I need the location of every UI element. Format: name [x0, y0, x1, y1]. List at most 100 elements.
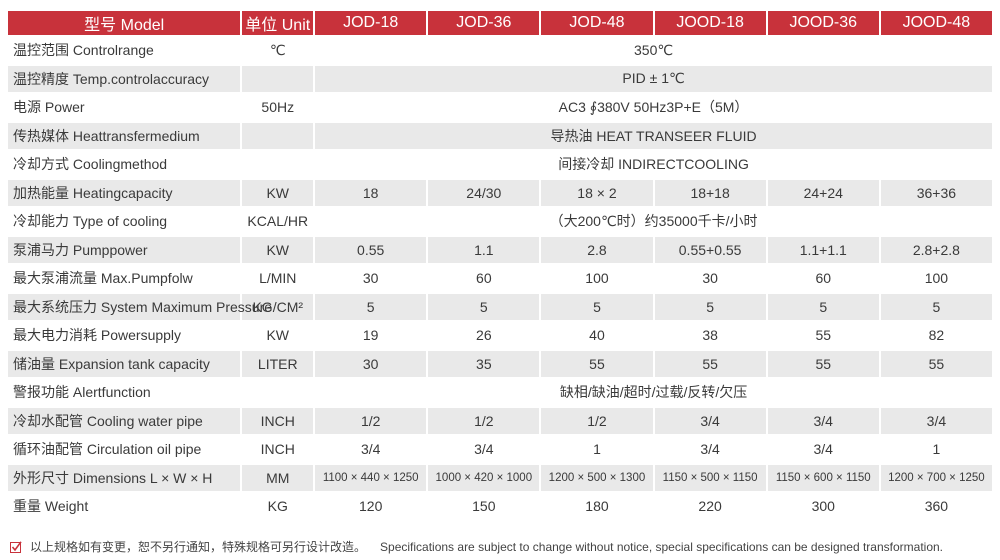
- row-label: 温控范围 Controlrange: [8, 37, 241, 64]
- row-value: 55: [767, 350, 879, 377]
- row-value: 100: [880, 265, 992, 292]
- row-value: 5: [767, 293, 879, 320]
- row-value: 18 × 2: [541, 179, 653, 206]
- row-value: 40: [541, 322, 653, 349]
- row-label: 加热能量 Heatingcapacity: [8, 179, 241, 206]
- row-value: 30: [315, 265, 427, 292]
- row-value: 24+24: [767, 179, 879, 206]
- row-value: 55: [654, 350, 766, 377]
- row-label: 循环油配管 Circulation oil pipe: [8, 436, 241, 463]
- header-row: 型号 Model 单位 Unit JOD-18 JOD-36 JOD-48 JO…: [8, 11, 992, 35]
- table-row: 循环油配管 Circulation oil pipe INCH 3/4 3/4 1 3/4…: [8, 436, 992, 463]
- table-row: 外形尺寸 Dimensions L × W × H MM 1100 × 440 × …: [8, 464, 992, 491]
- row-value: 1.1: [428, 236, 540, 263]
- row-value: 1.1+1.1: [767, 236, 879, 263]
- header-jod-48: JOD-48: [541, 11, 653, 35]
- row-unit: L/MIN: [242, 265, 314, 292]
- row-value: 5: [654, 293, 766, 320]
- header-jood-36: JOOD-36: [767, 11, 879, 35]
- row-value: 360: [880, 493, 992, 520]
- checkbox-check-icon: [10, 541, 22, 553]
- row-value: 1/2: [428, 407, 540, 434]
- row-value: 1150 × 600 × 1150: [767, 464, 879, 491]
- row-value: 1/2: [315, 407, 427, 434]
- table-row: 冷却水配管 Cooling water pipe INCH 1/2 1/2 1/2 3/4…: [8, 407, 992, 434]
- row-value: 3/4: [654, 436, 766, 463]
- table-row: 加热能量 Heatingcapacity KW 18 24/30 18 × 2 18+18…: [8, 179, 992, 206]
- row-merged-value: 间接冷却 INDIRECTCOOLING: [315, 151, 992, 178]
- row-unit: 50Hz: [242, 94, 314, 121]
- table-row: 传热媒体 Heattransfermedium 导热油 HEAT TRANSEER…: [8, 122, 992, 149]
- row-unit: [242, 379, 314, 406]
- row-unit: INCH: [242, 436, 314, 463]
- row-value: 1200 × 700 × 1250: [880, 464, 992, 491]
- header-model: 型号 Model: [8, 11, 241, 35]
- row-value: 2.8: [541, 236, 653, 263]
- header-jood-18: JOOD-18: [654, 11, 766, 35]
- row-value: 30: [315, 350, 427, 377]
- row-value: 1/2: [541, 407, 653, 434]
- row-value: 3/4: [315, 436, 427, 463]
- table-row: 温控范围 Controlrange ℃ 350℃: [8, 37, 992, 64]
- table-row: 最大电力消耗 Powersupply KW 19 26 40 38 55 82: [8, 322, 992, 349]
- row-value: 1: [541, 436, 653, 463]
- row-unit: [242, 65, 314, 92]
- row-unit: KG: [242, 493, 314, 520]
- row-label: 储油量 Expansion tank capacity: [8, 350, 241, 377]
- table-row: 储油量 Expansion tank capacity LITER 30 35 55 55…: [8, 350, 992, 377]
- row-label: 警报功能 Alertfunction: [8, 379, 241, 406]
- header-jod-18: JOD-18: [315, 11, 427, 35]
- row-label: 冷却水配管 Cooling water pipe: [8, 407, 241, 434]
- row-label: 最大电力消耗 Powersupply: [8, 322, 241, 349]
- row-merged-value: 350℃: [315, 37, 992, 64]
- row-value: 18+18: [654, 179, 766, 206]
- row-label: 重量 Weight: [8, 493, 241, 520]
- row-label: 外形尺寸 Dimensions L × W × H: [8, 464, 241, 491]
- row-label: 电源 Power: [8, 94, 241, 121]
- spec-body: 温控范围 Controlrange ℃ 350℃ 温控精度 Temp.controla…: [8, 37, 992, 520]
- row-label: 冷却方式 Coolingmethod: [8, 151, 241, 178]
- row-label: 泵浦马力 Pumppower: [8, 236, 241, 263]
- table-row: 电源 Power 50Hz AC3 ∮380V 50Hz3P+E（5M）: [8, 94, 992, 121]
- row-unit: KG/CM²: [242, 293, 314, 320]
- row-value: 5: [428, 293, 540, 320]
- row-value: 1000 × 420 × 1000: [428, 464, 540, 491]
- row-label: 冷却能力 Type of cooling: [8, 208, 241, 235]
- row-value: 0.55: [315, 236, 427, 263]
- row-merged-value: PID ± 1℃: [315, 65, 992, 92]
- row-value: 300: [767, 493, 879, 520]
- row-value: 24/30: [428, 179, 540, 206]
- table-row: 温控精度 Temp.controlaccuracy PID ± 1℃: [8, 65, 992, 92]
- table-row: 警报功能 Alertfunction 缺相/缺油/超时/过载/反转/欠压: [8, 379, 992, 406]
- row-value: 55: [541, 350, 653, 377]
- header-unit: 单位 Unit: [242, 11, 314, 35]
- row-value: 19: [315, 322, 427, 349]
- row-merged-value: 导热油 HEAT TRANSEER FLUID: [315, 122, 992, 149]
- row-merged-value: AC3 ∮380V 50Hz3P+E（5M）: [315, 94, 992, 121]
- row-value: 220: [654, 493, 766, 520]
- row-value: 3/4: [654, 407, 766, 434]
- table-row: 最大泵浦流量 Max.Pumpfolw L/MIN 30 60 100 30 60 100: [8, 265, 992, 292]
- footnote: 以上规格如有变更，恕不另行通知，特殊规格可另行设计改造。 Specificatio…: [10, 538, 995, 555]
- row-unit: KCAL/HR: [242, 208, 314, 235]
- row-unit: MM: [242, 464, 314, 491]
- row-value: 82: [880, 322, 992, 349]
- row-unit: ℃: [242, 37, 314, 64]
- row-merged-value: 缺相/缺油/超时/过载/反转/欠压: [315, 379, 992, 406]
- footnote-en: Specifications are subject to change wit…: [380, 540, 944, 554]
- row-value: 2.8+2.8: [880, 236, 992, 263]
- row-label: 温控精度 Temp.controlaccuracy: [8, 65, 241, 92]
- row-value: 30: [654, 265, 766, 292]
- row-value: 38: [654, 322, 766, 349]
- row-value: 60: [767, 265, 879, 292]
- row-label: 最大系统压力 System Maximum Pressure: [8, 293, 272, 320]
- row-value: 60: [428, 265, 540, 292]
- row-value: 1: [880, 436, 992, 463]
- row-value: 55: [767, 322, 879, 349]
- header-jod-36: JOD-36: [428, 11, 540, 35]
- table-row: 冷却能力 Type of cooling KCAL/HR （大200℃时）约3500…: [8, 208, 992, 235]
- header-jood-48: JOOD-48: [880, 11, 992, 35]
- row-unit: KW: [242, 322, 314, 349]
- row-unit: KW: [242, 179, 314, 206]
- row-unit: [242, 122, 314, 149]
